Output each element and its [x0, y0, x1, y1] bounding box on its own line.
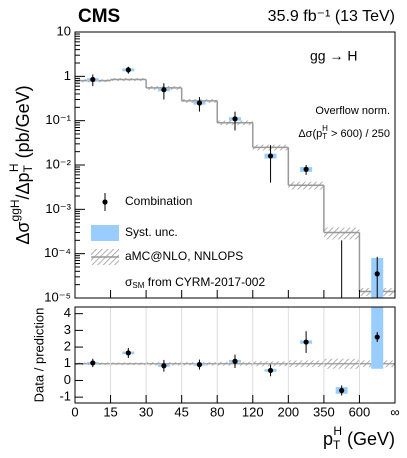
y-tick-label: 10⁻¹: [45, 112, 71, 127]
plot-frame: [74, 306, 396, 404]
data-point: [374, 334, 380, 340]
legend-marker: [102, 199, 108, 205]
y-tick-label: 10⁻⁴: [44, 245, 71, 260]
x-tick-label: 45: [174, 404, 188, 419]
overflow-note: Overflow norm.: [315, 105, 390, 117]
x-tick-label: 120: [242, 404, 264, 419]
data-point: [267, 153, 274, 159]
data-point: [196, 100, 203, 106]
text-part: ggH: [8, 199, 22, 221]
y-tick-label: 0: [64, 372, 71, 387]
data-point: [339, 345, 344, 350]
y-tick-label: 10⁻³: [45, 201, 71, 216]
y-tick-label: 1: [64, 68, 71, 83]
x-tick-label: 0: [71, 404, 78, 419]
text-part: > 600) / 250: [328, 128, 390, 140]
text-part: H: [322, 124, 328, 133]
data-point: [303, 166, 309, 172]
data-point: [374, 271, 380, 277]
experiment-label: CMS: [78, 6, 120, 27]
x-tick-label: 600: [349, 404, 371, 419]
text-part: (GeV): [342, 429, 395, 449]
x-tick-label: 30: [139, 404, 153, 419]
ratio-plot-area: [75, 307, 395, 396]
text-part: Δσ: [13, 221, 33, 244]
text-part: H: [7, 163, 21, 172]
data-point: [90, 360, 96, 366]
data-point: [339, 387, 345, 394]
text-part: /Δp: [13, 172, 33, 199]
ratio-y-label: Data / prediction: [31, 308, 46, 403]
text-part: H: [333, 424, 342, 438]
data-point: [232, 358, 238, 364]
y-tick-label: 10: [57, 23, 71, 38]
text-part: T: [322, 132, 327, 141]
y-tick-label: 4: [64, 305, 71, 320]
luminosity-label: 35.9 fb⁻¹ (13 TeV): [268, 8, 395, 25]
process-label: gg → H: [310, 48, 357, 64]
prediction-band: [323, 227, 360, 240]
x-tick-label: 80: [210, 404, 224, 419]
text-part: T: [21, 164, 35, 172]
text-part: from CYRM-2017-002: [144, 275, 265, 289]
x-axis-label: pTH (GeV): [323, 424, 395, 452]
data-point: [161, 363, 167, 369]
legend-label: Combination: [125, 194, 192, 208]
legend-label: Syst. unc.: [125, 225, 178, 239]
text-part: σ: [125, 275, 133, 289]
data-point: [267, 367, 274, 374]
y-tick-label: 1: [64, 355, 71, 370]
data-point: [90, 76, 96, 83]
y-tick-label: 3: [64, 322, 71, 337]
legend-label: aMC@NLO, NNLOPS: [125, 249, 243, 263]
text-part: (pb/GeV): [13, 85, 33, 163]
plot-frame: [74, 31, 396, 299]
text-part: p: [323, 429, 333, 449]
y-tick-label: 10⁻²: [45, 156, 71, 171]
x-tick-label: ∞: [390, 404, 399, 419]
data-point: [161, 87, 167, 93]
x-tick-label: 15: [103, 404, 117, 419]
y-axis-label: ΔσggH/ΔpTH (pb/GeV): [7, 85, 35, 244]
y-tick-label: 10⁻⁵: [44, 289, 71, 304]
y-tick-label: 2: [64, 339, 71, 354]
data-point: [196, 362, 203, 368]
overflow-formula: Δσ(pTH > 600) / 250: [298, 124, 390, 141]
x-tick-label: 350: [313, 404, 335, 419]
legend-marker: [91, 225, 119, 241]
data-point: [303, 339, 309, 345]
x-tick-label: 200: [277, 404, 299, 419]
text-part: T: [333, 438, 341, 452]
data-point: [125, 350, 131, 356]
data-point: [125, 67, 131, 73]
y-tick-label: -1: [59, 389, 71, 404]
legend-note: σSM from CYRM-2017-002: [125, 275, 265, 290]
data-point: [232, 116, 238, 122]
text-part: Δσ(p: [298, 128, 322, 140]
top-plot-area: [75, 66, 395, 350]
text-part: SM: [132, 281, 144, 290]
